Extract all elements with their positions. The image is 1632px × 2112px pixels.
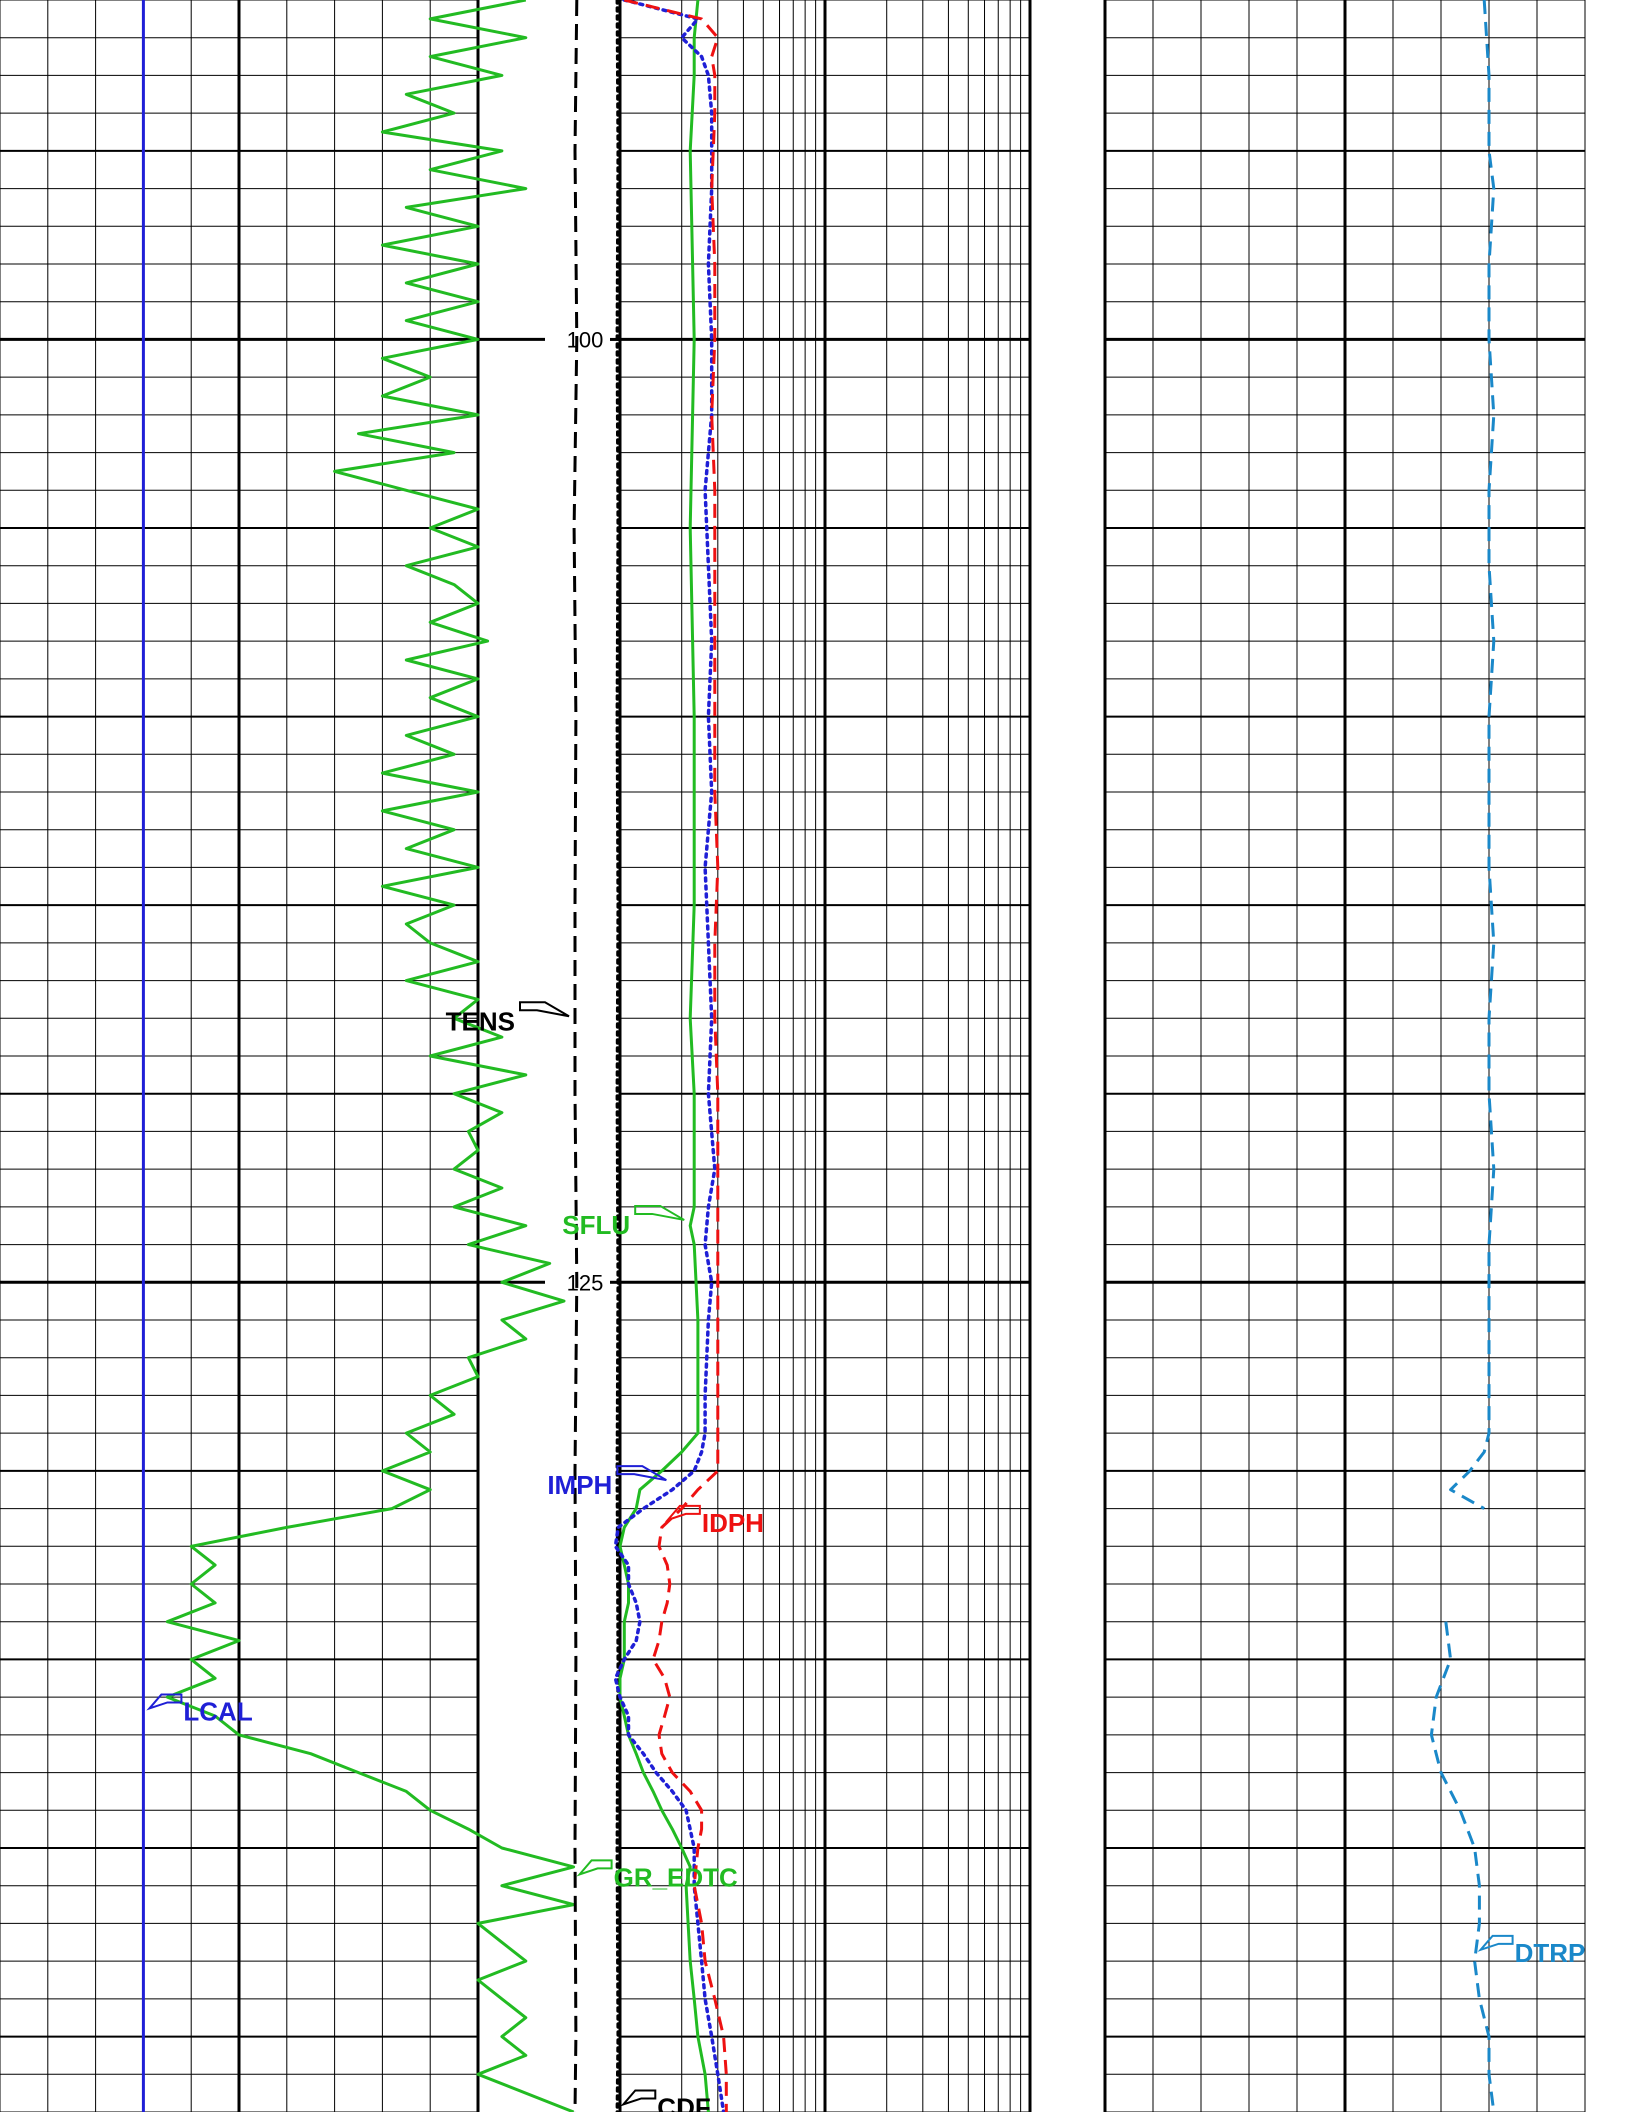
curve-label-imph: IMPH (547, 1470, 612, 1500)
curve-label-idph: IDPH (702, 1508, 764, 1538)
curve-cdf (615, 0, 620, 2112)
curve-label-tens: TENS (446, 1006, 515, 1036)
curve-label-sflu: SFLU (562, 1210, 630, 1240)
grid (0, 0, 1586, 2112)
curve-label-pointer (519, 1001, 570, 1018)
curve-sflu (618, 0, 710, 2112)
curve-gr-edtc (165, 0, 576, 2112)
curve-label-lcal: LCAL (183, 1696, 252, 1726)
curve-label-pointer (576, 1859, 613, 1877)
curve-label-gr-edtc: GR_EDTC (614, 1862, 738, 1892)
curve-labels: 100 125 LCAL GR_EDTC TENS CDF SFLU IMPH IDPH DTRP (146, 327, 1586, 2112)
curve-label-pointer (634, 1204, 685, 1221)
curve-label-pointer (664, 1504, 701, 1522)
curves (141, 0, 1496, 2112)
depth-label: 125 (567, 1270, 604, 1295)
curve-dtrp (1429, 0, 1496, 2112)
curve-label-pointer (616, 1465, 667, 1482)
depth-label: 100 (567, 327, 604, 352)
curve-label-dtrp: DTRP (1515, 1938, 1586, 1968)
curve-label-pointer (1477, 1934, 1514, 1952)
curve-tens (572, 0, 579, 2112)
curve-idph (623, 0, 728, 2112)
curve-label-pointer (620, 2089, 657, 2107)
curve-label-cdf: CDF (657, 2092, 710, 2112)
curve-label-pointer (146, 1693, 183, 1711)
